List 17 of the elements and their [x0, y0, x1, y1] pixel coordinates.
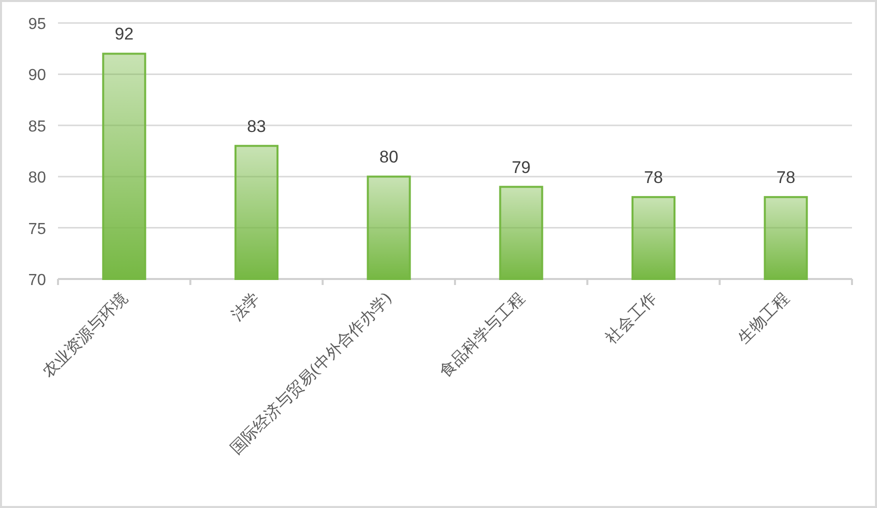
data-label: 78: [776, 168, 796, 188]
x-tick-label: 社会工作: [602, 288, 660, 348]
data-label: 79: [512, 158, 531, 177]
data-label: 80: [379, 148, 398, 167]
y-tick-label: 75: [28, 220, 46, 238]
y-tick-label: 85: [28, 118, 46, 136]
y-tick-label: 90: [28, 67, 46, 84]
y-tick-label: 95: [28, 16, 46, 33]
x-tick-label: 农业资源与环境: [38, 288, 131, 382]
x-tick-label: 法学: [227, 288, 264, 324]
data-label: 83: [247, 116, 266, 136]
x-tick-label: 食品科学与工程: [435, 288, 528, 382]
x-tick-label: 生物工程: [734, 288, 793, 348]
data-label: 92: [114, 24, 134, 44]
data-label: 78: [644, 168, 663, 188]
y-tick-label: 80: [28, 170, 46, 187]
y-tick-label: 70: [28, 272, 46, 289]
